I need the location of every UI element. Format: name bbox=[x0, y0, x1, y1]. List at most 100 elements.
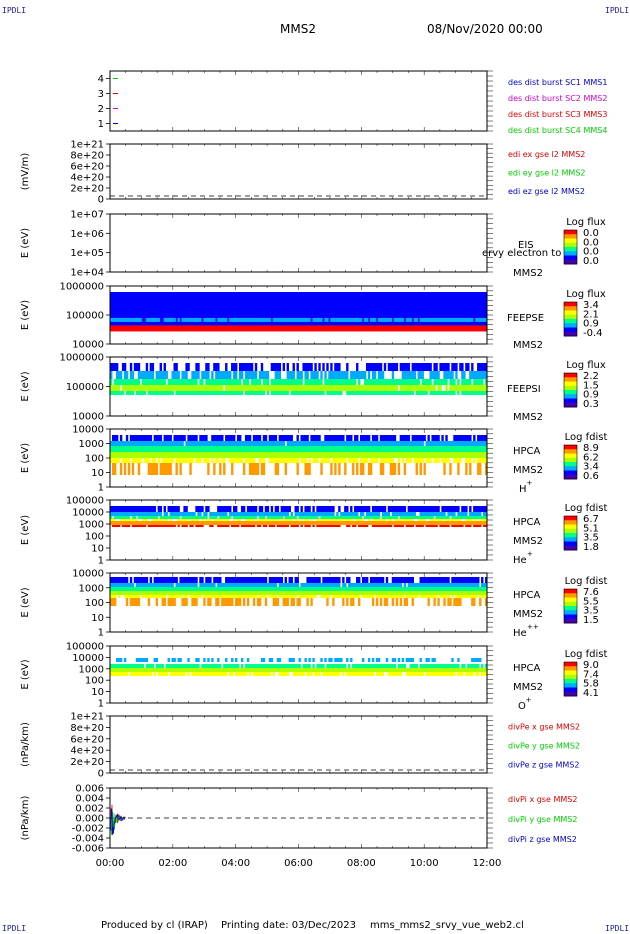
hpca_h-spectrogram-cell bbox=[304, 458, 307, 463]
feepsi-spectrogram-cell bbox=[300, 391, 303, 395]
hpca_hepp-spectrogram-cell bbox=[147, 591, 151, 595]
hpca_hepp-spectrogram-cell bbox=[308, 595, 311, 598]
hpca_hepp-spectrogram-cell bbox=[373, 591, 377, 595]
feepsi-spectrogram-cell bbox=[129, 363, 133, 371]
hpca_hepp-spectrogram-cell bbox=[371, 595, 375, 598]
feepsi-spectrogram-cell bbox=[155, 385, 159, 391]
hpca_hepp-colorbar-segment bbox=[564, 610, 577, 615]
hpca_hepp-spectrogram-cell bbox=[421, 591, 424, 595]
hpca_h-spectrogram-cell bbox=[336, 452, 339, 458]
feepse-spectrogram-cell bbox=[244, 292, 248, 328]
hpca_he-spectrogram-cell bbox=[367, 516, 371, 519]
feepsi-spectrogram-cell bbox=[477, 379, 480, 385]
feepsi-spectrogram-cell bbox=[217, 363, 220, 371]
hpca_hepp-spectrogram-cell bbox=[395, 595, 399, 598]
feepse-colorbar-segment bbox=[564, 306, 577, 311]
hpca_hepp-spectrogram-cell bbox=[111, 577, 115, 583]
hpca_he-ytick-label: 10 bbox=[91, 544, 104, 555]
hpca_he-spectrogram-cell bbox=[288, 519, 291, 521]
hpca_hepp-spectrogram-cell bbox=[167, 595, 170, 598]
hpca_h-spectrogram-cell bbox=[121, 446, 125, 452]
feepsi-spectrogram-cell bbox=[143, 385, 147, 391]
hpca_he-spectrogram-cell bbox=[365, 525, 369, 527]
feepsi-spectrogram-cell bbox=[209, 379, 212, 385]
hpca_h-spectrogram-cell bbox=[171, 458, 174, 463]
feepsi-spectrogram-cell bbox=[467, 391, 470, 395]
hpca_h-spectrogram-cell bbox=[238, 458, 242, 463]
hpca_he-spectrogram-cell bbox=[131, 519, 135, 521]
feepse-spectrogram-cell bbox=[117, 317, 121, 322]
hpca_he-spectrogram-cell bbox=[181, 512, 184, 516]
hpca_hepp-spectrogram-cell bbox=[213, 595, 216, 598]
hpca_he-spectrogram-cell bbox=[302, 516, 305, 519]
feepsi-spectrogram-cell bbox=[304, 363, 307, 371]
hpca_h-spectrogram-cell bbox=[409, 452, 412, 458]
hpca_hepp-colorbar-segment bbox=[564, 606, 577, 611]
hpca_o-spectrogram-cell bbox=[367, 658, 371, 662]
feepsi-spectrogram-cell bbox=[290, 371, 293, 379]
hpca_hepp-spectrogram-cell bbox=[395, 598, 399, 606]
hpca_h-spectrogram-cell bbox=[423, 452, 426, 458]
hpca_h-colorbar-segment bbox=[564, 453, 577, 459]
hpca_he-spectrogram-cell bbox=[324, 516, 327, 519]
hpca_hepp-spectrogram-cell bbox=[229, 583, 232, 587]
hpca_he-spectrogram-cell bbox=[360, 506, 363, 512]
hpca_he-spectrogram-cell bbox=[151, 521, 155, 525]
hpca_o-spectrogram-cell bbox=[377, 658, 381, 662]
hpca_hepp-spectrogram-cell bbox=[213, 577, 216, 583]
hpca_hepp-spectrogram-cell bbox=[459, 587, 462, 591]
feepsi-spectrogram-cell bbox=[443, 371, 446, 379]
hpca_hepp-spectrogram-cell bbox=[284, 587, 287, 591]
hpca_h-spectrogram-cell bbox=[312, 458, 315, 463]
hpca_h-spectrogram-cell bbox=[356, 435, 359, 441]
hpca_o-spectrogram-cell bbox=[371, 658, 375, 662]
hpca_o-spectrogram-cell bbox=[431, 658, 434, 662]
hpca_h-spectrogram-cell bbox=[284, 452, 287, 458]
hpca_he-spectrogram-cell bbox=[451, 521, 454, 525]
hpca_he-spectrogram-cell bbox=[431, 521, 434, 525]
feepsi-spectrogram-cell bbox=[183, 385, 186, 391]
hpca_hepp-spectrogram-cell bbox=[117, 587, 121, 591]
hpca_he-spectrogram-cell bbox=[155, 512, 159, 516]
feepse-colorbar-frame bbox=[563, 301, 578, 337]
hpca_he-spectrogram-cell bbox=[274, 506, 278, 512]
hpca_he-spectrogram-cell bbox=[304, 512, 307, 516]
feepsi-spectrogram-cell bbox=[469, 371, 472, 379]
feepsi-spectrogram-cell bbox=[286, 371, 289, 379]
feepsi-spectrogram-cell bbox=[385, 379, 389, 385]
hpca_h-spectrogram-cell bbox=[260, 458, 264, 463]
hpca_hepp-spectrogram-cell bbox=[294, 591, 297, 595]
hpca_h-spectrogram-cell bbox=[213, 441, 216, 446]
hpca_he-spectrogram-cell bbox=[260, 516, 264, 519]
feepse-spectrogram-cell bbox=[121, 325, 125, 332]
hpca_hepp-spectrogram-cell bbox=[348, 587, 351, 591]
hpca_hepp-spectrogram-cell bbox=[379, 595, 383, 598]
hpca_hepp-spectrogram-cell bbox=[225, 598, 228, 606]
hpca_he-spectrogram-cell bbox=[338, 521, 341, 525]
hpca_hepp-spectrogram-cell bbox=[346, 598, 349, 606]
feepsi-spectrogram-cell bbox=[328, 379, 331, 385]
hpca_hepp-spectrogram-cell bbox=[179, 577, 182, 583]
hpca_h-spectrogram-cell bbox=[453, 452, 456, 458]
feepsi-spectrogram-cell bbox=[453, 385, 456, 391]
hpca_h-spectrogram-cell bbox=[282, 441, 286, 446]
feepse-spectrogram-cell bbox=[294, 325, 297, 332]
hpca_hepp-spectrogram-cell bbox=[272, 591, 276, 595]
feepse-spectrogram-cell bbox=[203, 292, 206, 328]
feepsi-spectrogram-cell bbox=[161, 371, 164, 379]
hpca_he-spectrogram-cell bbox=[459, 521, 462, 525]
hpca_he-spectrogram-cell bbox=[425, 521, 428, 525]
edi-ytick-label: 8e+20 bbox=[70, 151, 104, 162]
hpca_h-spectrogram-cell bbox=[131, 435, 135, 441]
hpca_h-spectrogram-cell bbox=[262, 441, 266, 446]
hpca_hepp-spectrogram-cell bbox=[181, 587, 184, 591]
feepse-spectrogram-cell bbox=[471, 292, 474, 328]
hpca_he-spectrogram-cell bbox=[167, 516, 170, 519]
hpca_he-spectrogram-cell bbox=[445, 525, 448, 527]
hpca_h-spectrogram-cell bbox=[137, 452, 141, 458]
hpca_o-spectrogram-cell bbox=[471, 658, 474, 662]
hpca_hepp-spectrogram-cell bbox=[393, 587, 397, 591]
feepsi-spectrogram-cell bbox=[246, 391, 250, 395]
hpca_hepp-spectrogram-cell bbox=[217, 587, 220, 591]
hpca_h-spectrogram-cell bbox=[332, 441, 335, 446]
